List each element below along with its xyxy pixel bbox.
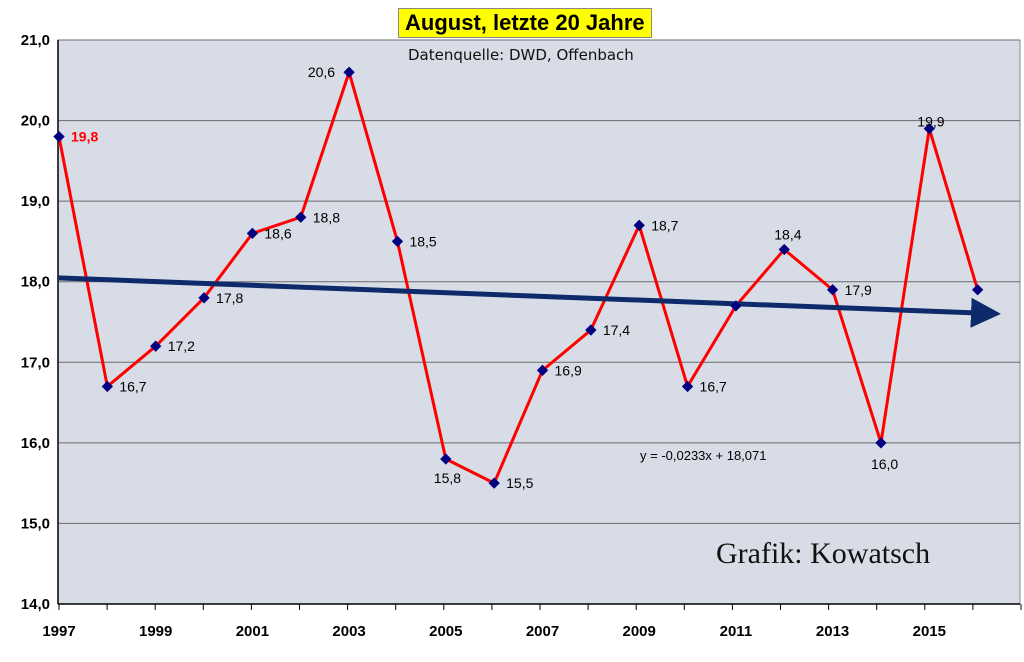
chart-credit: Grafik: Kowatsch	[716, 537, 931, 570]
x-tick-label: 2011	[720, 623, 753, 640]
y-tick-label: 15,0	[21, 515, 50, 532]
trendline-equation: y = -0,0233x + 18,071	[640, 448, 767, 463]
data-point	[440, 453, 452, 465]
grid-lines	[58, 39, 1020, 524]
x-tick-label: 2003	[332, 623, 365, 640]
data-label: 18,5	[409, 233, 436, 249]
x-tick-label: 1999	[139, 623, 172, 640]
series-layer	[57, 70, 980, 485]
y-tick-label: 20,0	[21, 113, 50, 130]
data-label: 17,4	[603, 322, 630, 338]
data-label: 15,5	[506, 475, 533, 491]
y-tick-label: 18,0	[21, 274, 50, 291]
x-tick-label: 2001	[236, 623, 269, 640]
data-label: 18,8	[313, 209, 340, 225]
data-label: 17,8	[216, 290, 243, 306]
data-label: 19,9	[917, 114, 944, 130]
chart-subtitle: Datenquelle: DWD, Offenbach	[408, 46, 634, 64]
x-tick-label: 2009	[623, 623, 656, 640]
data-label: 18,7	[651, 217, 678, 233]
data-label: 18,6	[264, 225, 291, 241]
y-tick-label: 17,0	[21, 354, 50, 371]
trendline	[57, 275, 1001, 328]
data-point	[536, 364, 549, 376]
data-label: 16,7	[700, 378, 727, 394]
points-layer	[53, 66, 984, 489]
data-point	[778, 243, 790, 256]
y-tick-labels: 14,0 15,0 16,0 17,0 18,0 19,0 20,0 21,0	[21, 32, 50, 613]
y-tick-label: 21,0	[21, 32, 50, 49]
data-label: 20,6	[308, 64, 335, 80]
x-tick-label: 2013	[816, 623, 849, 640]
data-labels: 19,8 16,7 17,2 17,8 18,6 18,8 20,6 18,5 15,8 15,5…	[71, 64, 945, 491]
plot-area	[57, 39, 1021, 605]
data-point	[875, 437, 887, 449]
data-point	[826, 284, 839, 296]
data-point	[730, 300, 742, 312]
data-point	[585, 324, 597, 336]
x-tick-labels: 1997 1999 2001 2003 2005 2007 2009 2011 2013 2015	[42, 623, 946, 640]
y-tick-label: 14,0	[21, 596, 50, 613]
x-tick-label: 1997	[42, 623, 75, 640]
data-label: 17,9	[845, 282, 872, 298]
data-label: 18,4	[774, 226, 801, 242]
data-label: 17,2	[168, 338, 195, 354]
data-point	[488, 477, 500, 489]
data-point	[53, 131, 65, 143]
data-point	[198, 292, 210, 304]
data-point	[971, 284, 984, 296]
data-point	[391, 235, 404, 248]
data-point	[150, 340, 162, 352]
data-label: 16,7	[119, 378, 146, 394]
x-tick-label: 2007	[526, 623, 559, 640]
series-line	[57, 70, 980, 485]
x-tick-label: 2005	[429, 623, 462, 640]
trendline-layer	[57, 275, 1001, 328]
y-tick-label: 19,0	[21, 193, 50, 210]
chart-title: August, letzte 20 Jahre	[398, 8, 652, 38]
data-label: 16,0	[871, 456, 898, 472]
y-tick-label: 16,0	[21, 435, 50, 452]
data-point	[633, 219, 645, 231]
data-point	[681, 380, 694, 393]
data-point	[295, 211, 307, 223]
data-label: 16,9	[555, 362, 582, 378]
x-tick-label: 2015	[913, 623, 946, 640]
data-point	[246, 227, 259, 240]
data-label: 19,8	[71, 129, 98, 145]
data-label: 15,8	[434, 470, 461, 486]
